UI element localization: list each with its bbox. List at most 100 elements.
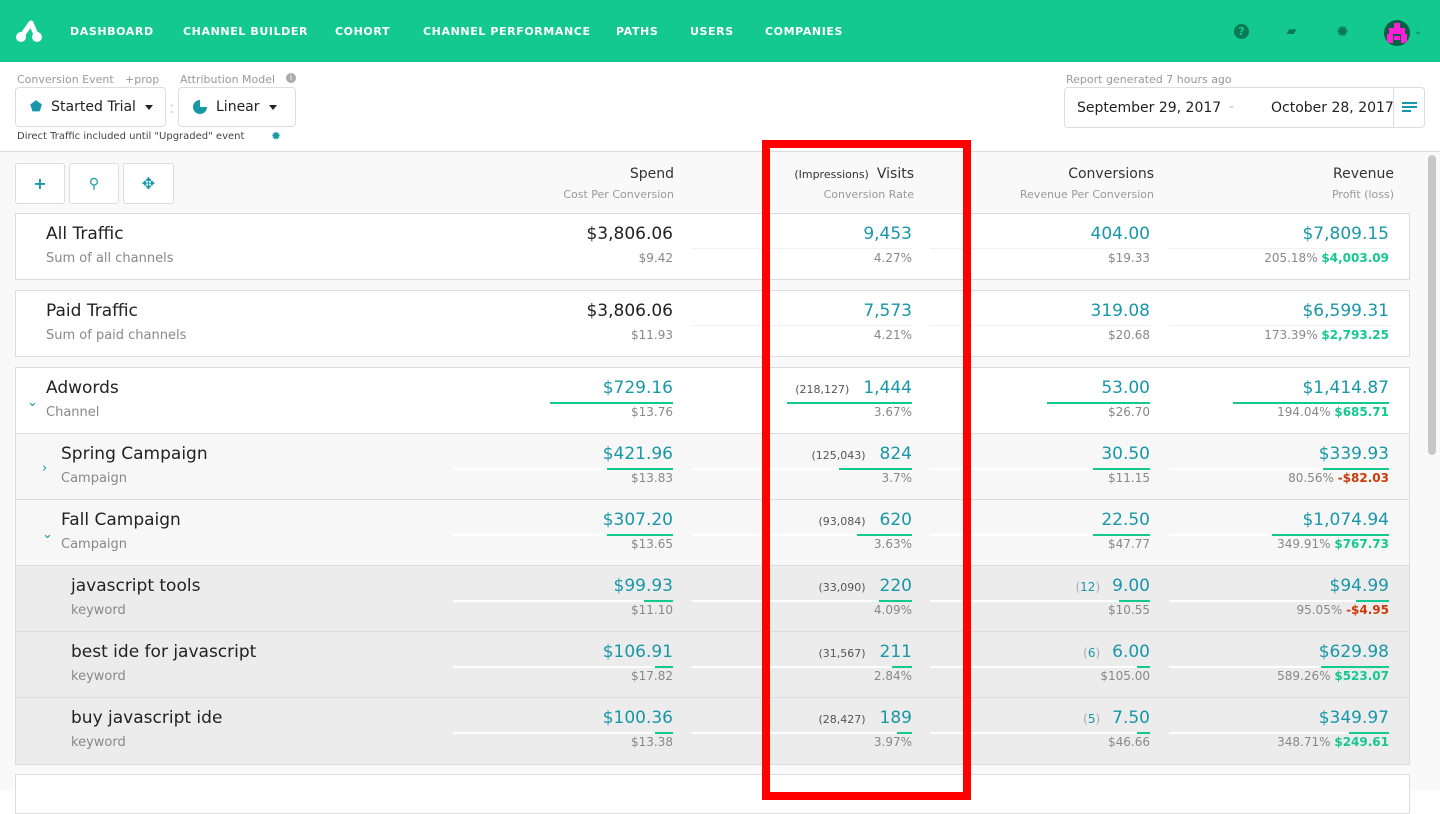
- user-avatar[interactable]: [1384, 20, 1410, 46]
- chat-icon[interactable]: ▰: [1286, 24, 1297, 39]
- spend-share-bar: [453, 402, 673, 404]
- table-row[interactable]: best ide for javascript keyword $106.91 $17…: [16, 632, 1409, 698]
- conversion-event-value: Started Trial: [51, 99, 136, 115]
- nav-dashboard[interactable]: DASHBOARD: [70, 25, 154, 38]
- app-logo[interactable]: [14, 16, 44, 44]
- direct-traffic-note: Direct Traffic included until "Upgraded"…: [17, 131, 245, 142]
- date-separator: -: [1229, 99, 1235, 115]
- revenue-share-bar: [1169, 600, 1389, 602]
- table-row[interactable]: ⌄ Adwords Channel $729.16 $13.76 (218,127) 1,4…: [16, 368, 1409, 434]
- row-name[interactable]: Adwords: [46, 378, 119, 398]
- help-icon[interactable]: ?: [1234, 24, 1249, 39]
- row-name[interactable]: best ide for javascript: [71, 642, 257, 662]
- caret-down-icon: [144, 104, 153, 110]
- row-name[interactable]: Spring Campaign: [61, 444, 208, 464]
- spend-secondary: $11.93: [631, 328, 673, 342]
- visits-value: (31,567) 211: [818, 642, 912, 662]
- revenue-value: $1,074.94: [1302, 510, 1389, 530]
- conversions-value: 53.00: [1101, 378, 1150, 398]
- revenue-secondary: 95.05% -$4.95: [1296, 603, 1389, 617]
- sort-menu-button[interactable]: [1393, 88, 1425, 127]
- conversion-count: (12): [1075, 580, 1101, 594]
- impressions: (33,090): [818, 581, 866, 594]
- visits-secondary: 3.63%: [873, 537, 912, 551]
- move-button[interactable]: ✥: [123, 163, 174, 204]
- spend-secondary: $13.38: [631, 735, 673, 749]
- report-table: + ⚲ ✥ Spend Cost Per Conversion (Impressi…: [0, 151, 1440, 814]
- row-name[interactable]: javascript tools: [71, 576, 201, 596]
- visits-secondary: 4.21%: [873, 328, 912, 342]
- revenue-secondary: 205.18% $4,003.09: [1264, 251, 1389, 265]
- conversion-event-select[interactable]: ⬟ Started Trial: [15, 87, 166, 127]
- nav-users[interactable]: USERS: [690, 25, 734, 38]
- nav-paths[interactable]: PATHS: [616, 25, 659, 38]
- attribution-model-select[interactable]: Linear: [178, 87, 296, 127]
- revenue-value: $1,414.87: [1302, 378, 1389, 398]
- nav-cohort[interactable]: COHORT: [335, 25, 391, 38]
- conversions-share-bar: [930, 666, 1150, 668]
- nav-companies[interactable]: COMPANIES: [765, 25, 844, 38]
- table-row[interactable]: › Spring Campaign Campaign $421.96 $13.83 (12…: [16, 434, 1409, 500]
- header-revenue[interactable]: Revenue Profit (loss): [1331, 166, 1394, 201]
- chevron-down-icon[interactable]: ⌄: [27, 395, 38, 410]
- spend-value: $729.16: [602, 378, 673, 398]
- separator: :: [169, 98, 175, 117]
- conversions-secondary: $11.15: [1108, 471, 1150, 485]
- add-button[interactable]: +: [15, 163, 65, 204]
- row-name[interactable]: Fall Campaign: [61, 510, 181, 530]
- spend-share-bar: [453, 534, 673, 536]
- header-visits[interactable]: (Impressions) Visits Conversion Rate: [794, 166, 914, 201]
- info-icon[interactable]: i: [286, 73, 296, 83]
- settings-gear-icon[interactable]: ✹: [271, 129, 282, 143]
- table-row[interactable]: Paid Traffic Sum of paid channels $3,806.0…: [16, 291, 1409, 357]
- revenue-secondary: 348.71% $249.61: [1277, 735, 1389, 749]
- revenue-secondary: 194.04% $685.71: [1277, 405, 1389, 419]
- revenue-secondary: 80.56% -$82.03: [1288, 471, 1389, 485]
- conversions-secondary: $10.55: [1108, 603, 1150, 617]
- tag-icon: ⬟: [30, 99, 43, 115]
- table-row[interactable]: All Traffic Sum of all channels $3,806.06 $…: [16, 214, 1409, 280]
- table-row[interactable]: javascript tools keyword $99.93 $11.10 (33,0…: [16, 566, 1409, 632]
- conversions-value: 30.50: [1101, 444, 1150, 464]
- nav-channel-performance[interactable]: CHANNEL PERFORMANCE: [423, 25, 591, 38]
- date-end[interactable]: October 28, 2017: [1271, 100, 1394, 116]
- search-button[interactable]: ⚲: [69, 163, 119, 204]
- profit-value: $2,793.25: [1321, 328, 1389, 342]
- revenue-secondary: 589.26% $523.07: [1277, 669, 1389, 683]
- visits-secondary: 4.27%: [873, 251, 912, 265]
- header-conversions[interactable]: Conversions Revenue Per Conversion: [1019, 166, 1154, 201]
- row-name[interactable]: Paid Traffic: [46, 301, 138, 321]
- gear-icon[interactable]: ✹: [1335, 22, 1350, 41]
- spend-value: $3,806.06: [586, 301, 673, 321]
- revenue-value: $94.99: [1329, 576, 1389, 596]
- spend-value: $99.93: [613, 576, 673, 596]
- date-start[interactable]: September 29, 2017: [1077, 100, 1222, 116]
- row-type: keyword: [71, 603, 126, 618]
- conversions-secondary: $19.33: [1108, 251, 1150, 265]
- row-name[interactable]: buy javascript ide: [71, 708, 223, 728]
- table-row[interactable]: buy javascript ide keyword $100.36 $13.38 (2…: [16, 698, 1409, 764]
- conversions-secondary: $47.77: [1108, 537, 1150, 551]
- spend-value: $307.20: [602, 510, 673, 530]
- attribution-model-label: Attribution Model: [180, 73, 276, 86]
- header-spend[interactable]: Spend Cost Per Conversion: [563, 166, 674, 201]
- add-prop-link[interactable]: +prop: [125, 73, 160, 86]
- conversions-value: (12) 9.00: [1075, 576, 1150, 596]
- chevron-down-icon[interactable]: ⌄: [42, 527, 53, 542]
- attribution-model-value: Linear: [216, 99, 260, 115]
- table-row[interactable]: ⌄ Fall Campaign Campaign $307.20 $13.65 (93,0…: [16, 500, 1409, 566]
- date-range-picker[interactable]: September 29, 2017 - October 28, 2017: [1064, 87, 1425, 128]
- visits-value: (125,043) 824: [811, 444, 912, 464]
- chevron-right-icon[interactable]: ›: [42, 461, 48, 476]
- nav-channel-builder[interactable]: CHANNEL BUILDER: [183, 25, 309, 38]
- revenue-value: $629.98: [1318, 642, 1389, 662]
- row-name[interactable]: All Traffic: [46, 224, 124, 244]
- spend-secondary: $13.65: [631, 537, 673, 551]
- spend-secondary: $17.82: [631, 669, 673, 683]
- revenue-share-bar: [1169, 534, 1389, 536]
- visits-value: 7,573: [863, 301, 912, 321]
- visits-share-bar: [692, 732, 912, 734]
- scrollbar[interactable]: [1428, 155, 1436, 455]
- conversions-share-bar: [930, 468, 1150, 470]
- chevron-down-icon[interactable]: ⌄: [1414, 26, 1423, 37]
